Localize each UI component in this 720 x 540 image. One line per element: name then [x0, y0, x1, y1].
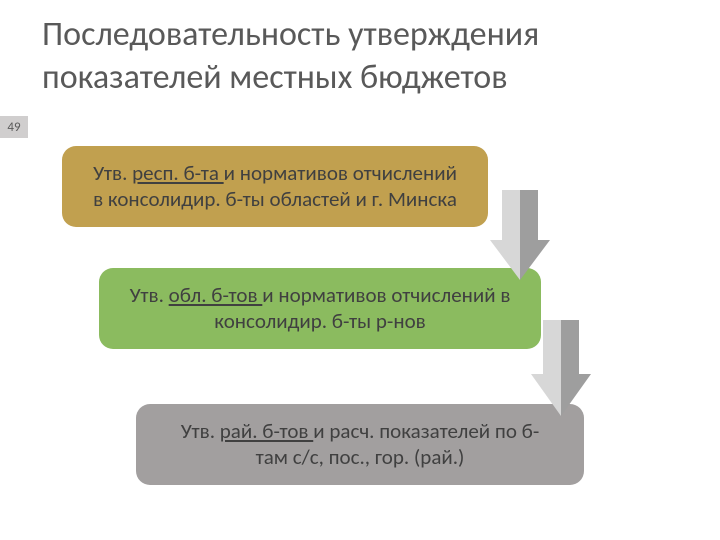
- arrow-1-dark: [520, 190, 550, 280]
- step-1-box: Утв. респ. б-та и нормативов отчислений …: [62, 146, 488, 227]
- step-1-underlined: респ. б-та: [132, 160, 224, 186]
- step-2-pre: Утв.: [130, 282, 169, 308]
- step-3-pre: Утв.: [181, 418, 220, 444]
- arrow-1-light: [490, 190, 520, 280]
- step-2-underlined: обл. б-тов: [169, 282, 263, 308]
- slide-number-badge: 49: [0, 116, 28, 138]
- step-2-box: Утв. обл. б-тов и нормативов отчислений …: [99, 268, 541, 349]
- slide-title: Последовательность утверждения показател…: [42, 14, 682, 99]
- arrow-2-dark: [561, 320, 591, 416]
- step-3-underlined: рай. б-тов: [220, 418, 313, 444]
- arrow-1-icon: [490, 190, 560, 280]
- step-3-box: Утв. рай. б-тов и расч. показателей по б…: [136, 404, 584, 485]
- arrow-2-light: [531, 320, 561, 416]
- arrow-2-icon: [531, 320, 601, 416]
- step-1-pre: Утв.: [93, 160, 132, 186]
